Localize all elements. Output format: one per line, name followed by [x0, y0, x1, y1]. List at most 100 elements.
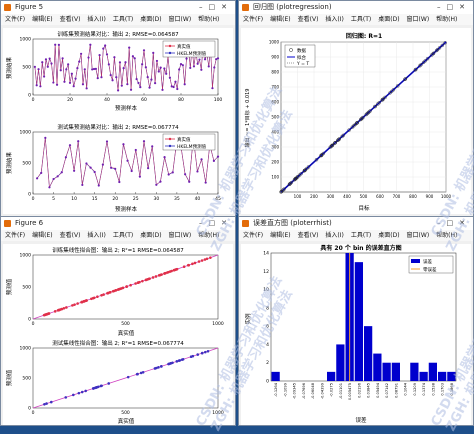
window-controls[interactable]: –□✕: [199, 219, 233, 227]
errhist-titlebar[interactable]: 误差直方图 (ploterrhist) –□✕: [239, 217, 473, 230]
menu-tools[interactable]: 工具(T): [350, 16, 372, 23]
menu-help[interactable]: 帮助(H): [436, 232, 458, 239]
data-point: [58, 308, 61, 312]
menu-file[interactable]: 文件(F): [243, 16, 264, 23]
hist-bar: [271, 371, 280, 381]
menu-desktop[interactable]: 桌面(D): [140, 16, 162, 23]
data-point: [319, 153, 323, 158]
pred-point: [176, 87, 179, 91]
menu-view[interactable]: 查看(V): [59, 232, 81, 239]
data-point: [330, 143, 335, 147]
data-point: [170, 269, 173, 273]
plot1-ylabel: 预测结果: [5, 57, 13, 80]
menu-view[interactable]: 查看(V): [297, 16, 319, 23]
menu-window[interactable]: 窗口(W): [168, 16, 192, 23]
menu-tools[interactable]: 工具(T): [112, 16, 134, 23]
menu-file[interactable]: 文件(F): [5, 16, 26, 23]
pred-point: [105, 140, 109, 143]
pred-point: [216, 57, 220, 60]
menu-view[interactable]: 查看(V): [59, 16, 81, 23]
pred-point: [216, 155, 220, 158]
menu-window[interactable]: 窗口(W): [406, 16, 430, 23]
legend-true: 真实值: [177, 43, 191, 50]
pred-point: [133, 57, 136, 60]
pred-point: [33, 65, 36, 68]
menu-edit[interactable]: 编辑(E): [32, 232, 53, 239]
legend-error: 误差: [423, 258, 432, 265]
menu-window[interactable]: 窗口(W): [406, 232, 430, 239]
pred-point: [118, 180, 121, 184]
pred-point: [155, 183, 158, 186]
figure5-titlebar[interactable]: Figure 5 –□✕: [1, 1, 235, 14]
pred-point: [189, 66, 192, 70]
pred-point: [129, 88, 133, 91]
pred-point: [165, 72, 168, 75]
pred-point: [111, 79, 114, 82]
window-controls[interactable]: –□✕: [199, 3, 233, 11]
data-point: [443, 41, 447, 45]
data-point: [160, 273, 163, 276]
hist-bar: [428, 362, 437, 381]
x-tick-label: 0: [32, 196, 35, 202]
menu-edit[interactable]: 编辑(E): [32, 16, 53, 23]
menu-help[interactable]: 帮助(H): [436, 16, 458, 23]
data-point: [302, 169, 307, 173]
regression-titlebar[interactable]: 回归图 (plotregression) –□✕: [239, 1, 473, 14]
menu-help[interactable]: 帮助(H): [198, 16, 220, 23]
menu-desktop[interactable]: 桌面(D): [378, 232, 400, 239]
pred-point: [54, 43, 57, 46]
fit-line: [32, 347, 219, 409]
pred-point: [101, 163, 104, 166]
data-point: [175, 360, 179, 363]
menu-window[interactable]: 窗口(W): [168, 232, 192, 239]
pred-point: [204, 181, 207, 184]
x-tick-label: 100: [294, 194, 302, 199]
x-tick-label: 80: [178, 97, 184, 103]
data-point: [80, 300, 84, 304]
x-tick-label: 0.02196: [357, 382, 361, 398]
menu-desktop[interactable]: 桌面(D): [140, 232, 162, 239]
data-point: [117, 288, 120, 291]
data-point: [148, 277, 151, 280]
y-tick-label: 500: [22, 285, 31, 291]
menu-insert[interactable]: 插入(I): [325, 232, 344, 239]
menu-view[interactable]: 查看(V): [297, 232, 319, 239]
data-point: [139, 371, 143, 375]
hist-bar: [391, 362, 400, 381]
data-point: [141, 370, 145, 374]
menu-insert[interactable]: 插入(I): [87, 16, 106, 23]
x-tick-label: 45: [215, 196, 221, 202]
menu-edit[interactable]: 编辑(E): [270, 16, 291, 23]
data-point: [157, 366, 160, 369]
hist-bar: [447, 371, 456, 381]
pred-point: [78, 60, 81, 63]
pred-point: [168, 76, 171, 79]
menu-file[interactable]: 文件(F): [243, 232, 264, 239]
pred-point: [37, 68, 40, 71]
menu-insert[interactable]: 插入(I): [325, 16, 344, 23]
hist-bar: [336, 344, 345, 381]
menu-tools[interactable]: 工具(T): [112, 232, 134, 239]
x-tick-label: 30: [153, 196, 159, 202]
data-point: [126, 375, 130, 379]
menu-tools[interactable]: 工具(T): [350, 232, 372, 239]
window-controls[interactable]: –□✕: [437, 3, 471, 11]
y-tick-label: 8: [266, 305, 269, 311]
menu-help[interactable]: 帮助(H): [198, 232, 220, 239]
x-tick-label: 600: [376, 194, 384, 199]
pred-point: [48, 186, 51, 189]
pred-point: [68, 81, 72, 84]
x-tick-label: 400: [343, 194, 351, 199]
menu-edit[interactable]: 编辑(E): [270, 232, 291, 239]
pred-point: [55, 83, 59, 86]
menu-desktop[interactable]: 桌面(D): [378, 16, 400, 23]
window-controls[interactable]: –□✕: [437, 219, 471, 227]
data-point: [47, 312, 51, 315]
figure6-titlebar[interactable]: Figure 6 –□✕: [1, 217, 235, 230]
menu-insert[interactable]: 插入(I): [87, 232, 106, 239]
data-point: [425, 57, 430, 61]
figure5-canvas: 训练集预测结果对比：输出 2; RMSE=0.064587 0 20 40 60 80 1…: [3, 28, 233, 214]
data-point: [200, 259, 204, 262]
menu-file[interactable]: 文件(F): [5, 232, 26, 239]
y-tick-label: 0: [28, 317, 31, 323]
